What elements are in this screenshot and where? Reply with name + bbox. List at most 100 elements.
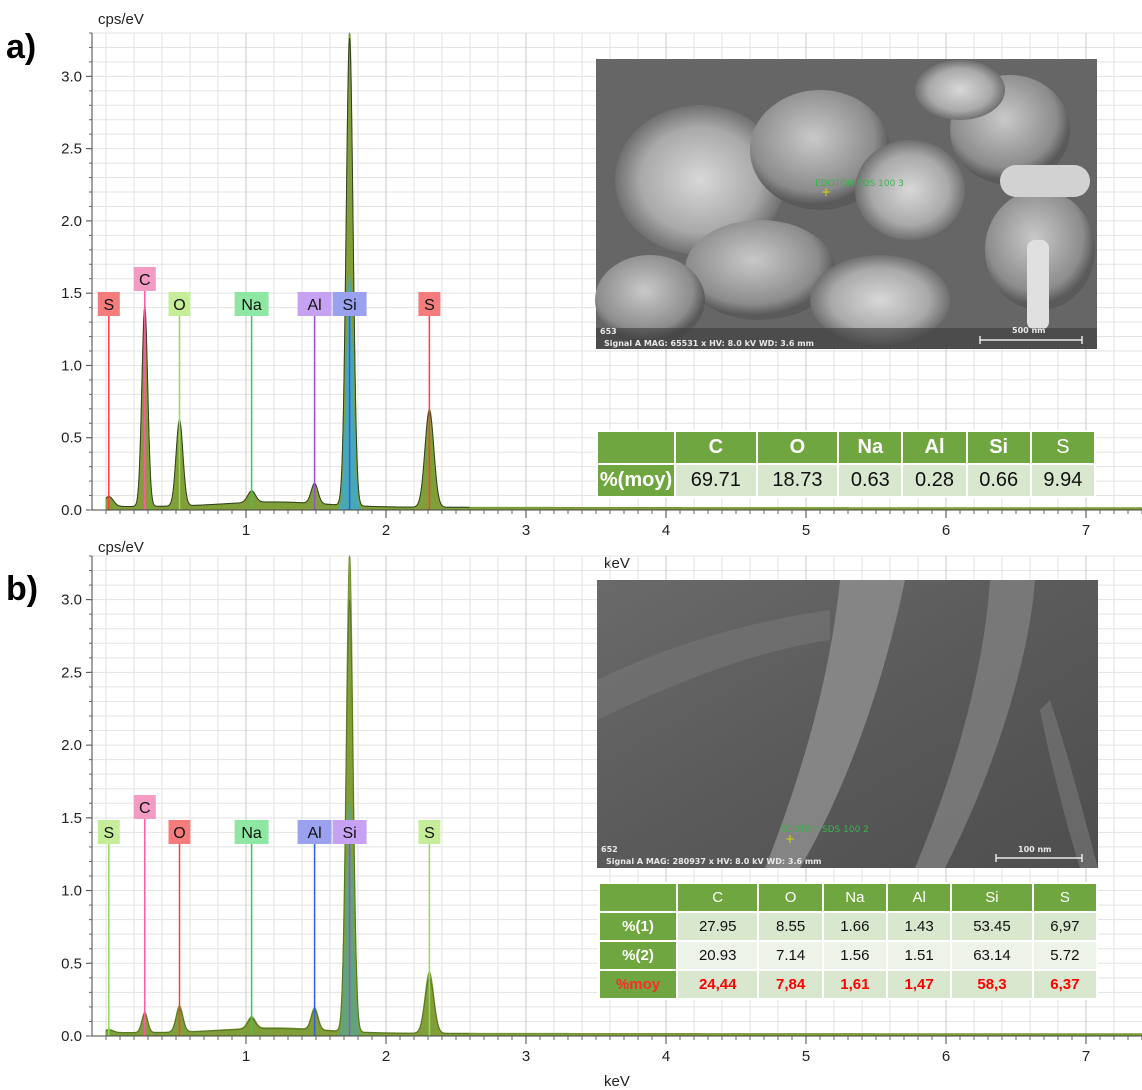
- element-label-o: O: [173, 297, 185, 314]
- y-tick-label: 2.0: [61, 213, 82, 230]
- element-label-box-s: [418, 820, 441, 844]
- table-b-col-al: Al: [885, 882, 953, 913]
- element-label-box-al: [297, 292, 332, 316]
- table-a-col-s: S: [1029, 430, 1097, 465]
- y-tick-label: 2.0: [61, 737, 82, 754]
- table-b-col-s: S: [1031, 882, 1099, 913]
- panel-b-axes: 0.0 0.5 1.0 1.5 2.0 2.5 3.0 1 2 3 4 5 6 7: [61, 555, 1142, 1065]
- table-cell: 69.71: [674, 463, 758, 498]
- table-a-col-al: Al: [901, 430, 968, 465]
- y-tick-label: 3.0: [61, 68, 82, 85]
- table-b-col-na: Na: [821, 882, 888, 913]
- table-cell: 24,44: [675, 969, 760, 1000]
- panel-b-element-labels: S C O Na Al Si S: [97, 795, 441, 844]
- table-cell: 9.94: [1029, 463, 1097, 498]
- spectrum-trace: [105, 599, 470, 1034]
- panel-b-y-axis-label: cps/eV: [98, 539, 144, 556]
- element-label-box-na: [234, 292, 269, 316]
- table-cell: 1,61: [821, 969, 888, 1000]
- sem-b-crosshair: +: [785, 832, 795, 846]
- sem-a-info: Signal A MAG: 65531 x HV: 8.0 kV WD: 3.6…: [604, 339, 814, 348]
- table-a-col-si: Si: [965, 430, 1032, 465]
- table-cell: 0.28: [901, 463, 968, 498]
- table-cell: 1.66: [821, 911, 888, 942]
- table-row: %(2) 20.93 7.14 1.56 1.51 63.14 5.72: [598, 940, 1099, 971]
- sem-b-info: Signal A MAG: 280937 x HV: 8.0 kV WD: 3.…: [606, 857, 822, 866]
- table-cell: 63.14: [950, 940, 1034, 971]
- table-a-corner: [596, 430, 676, 465]
- table-b-col-o: O: [757, 882, 824, 913]
- sem-image-a: 653 Signal A MAG: 65531 x HV: 8.0 kV WD:…: [595, 59, 1097, 349]
- sem-image-b: 652 Signal A MAG: 280937 x HV: 8.0 kV WD…: [597, 580, 1098, 868]
- table-b-col-si: Si: [950, 882, 1034, 913]
- panel-a-element-labels: S C O Na Al Si S: [97, 267, 441, 316]
- sem-b-scale-label: 100 nm: [1018, 845, 1052, 854]
- table-cell: 1.56: [821, 940, 888, 971]
- table-cell: 27.95: [675, 911, 760, 942]
- x-tick-label: 4: [662, 1048, 670, 1065]
- element-label-box-si: [332, 820, 367, 844]
- table-row: %moy 24,44 7,84 1,61 1,47 58,3 6,37: [598, 969, 1099, 1000]
- composition-table-a: C O Na Al Si S %(moy) 69.71 18.73 0.63 0…: [596, 430, 1097, 498]
- table-row: %(1) 27.95 8.55 1.66 1.43 53.45 6,97: [598, 911, 1099, 942]
- element-label-s: S: [103, 825, 114, 842]
- element-label-box-o: [168, 292, 191, 316]
- table-cell: 18.73: [755, 463, 840, 498]
- table-cell: 7,84: [757, 969, 824, 1000]
- table-cell: 1.43: [885, 911, 953, 942]
- panel-a-x-axis-label: keV: [604, 555, 630, 572]
- element-label-c: C: [139, 272, 151, 289]
- x-tick-label: 6: [942, 522, 950, 539]
- table-a-col-na: Na: [837, 430, 904, 465]
- panel-a: a) cps/eV keV SCO Na Al Si S 0.00.51.01.52.0…: [6, 11, 1142, 572]
- element-label-si: Si: [342, 825, 356, 842]
- element-label-c: C: [139, 800, 151, 817]
- y-tick-label: 0.5: [61, 430, 82, 447]
- element-label-al: Al: [307, 825, 321, 842]
- element-label-box-na: [234, 820, 269, 844]
- y-tick-label: 1.5: [61, 810, 82, 827]
- table-a-row-label: %(moy): [596, 463, 676, 498]
- y-tick-label: 2.5: [61, 141, 82, 158]
- sem-a-crosshair: +: [821, 185, 831, 199]
- y-tick-label: 2.5: [61, 664, 82, 681]
- sem-a-scale-label: 500 nm: [1012, 326, 1046, 335]
- sem-b-id: 652: [601, 845, 618, 854]
- table-b-row-label-1: %(1): [598, 911, 678, 942]
- element-label-na: Na: [241, 825, 262, 842]
- table-cell: 58,3: [950, 969, 1034, 1000]
- x-tick-label: 5: [802, 522, 810, 539]
- panel-b: b) cps/eV keV SCO Na Al Si S 0.00.51.01.52.0…: [6, 539, 1142, 1090]
- panel-b-letter: b): [6, 570, 38, 608]
- x-tick-label: 1: [242, 522, 250, 539]
- y-tick-label: 3.0: [61, 592, 82, 609]
- table-b-header-row: C O Na Al Si S: [598, 882, 1099, 913]
- y-tick-label: 1.0: [61, 883, 82, 900]
- table-cell: 6,97: [1031, 911, 1099, 942]
- table-cell: 8.55: [757, 911, 824, 942]
- panel-a-axes: 0.0 0.5 1.0 1.5 2.0 2.5 3.0 1 2 3 4 5 6 7: [61, 32, 1142, 539]
- x-tick-label: 7: [1082, 1048, 1090, 1065]
- x-tick-label: 6: [942, 1048, 950, 1065]
- table-b-corner: [598, 882, 678, 913]
- sem-a-id: 653: [600, 327, 617, 336]
- x-tick-label: 2: [382, 1048, 390, 1065]
- panel-a-letter: a): [6, 28, 36, 66]
- spectrum-area: [105, 554, 1142, 1037]
- table-cell: 7.14: [757, 940, 824, 971]
- y-tick-label: 1.5: [61, 285, 82, 302]
- panel-b-x-axis-label: keV: [604, 1073, 630, 1090]
- y-tick-label: 0.0: [61, 1028, 82, 1045]
- element-label-s: S: [424, 825, 435, 842]
- x-tick-label: 4: [662, 522, 670, 539]
- element-label-box-al: [297, 820, 332, 844]
- element-label-box-s: [97, 820, 120, 844]
- table-cell: 0.66: [965, 463, 1032, 498]
- element-label-box-c: [133, 267, 156, 291]
- x-tick-label: 5: [802, 1048, 810, 1065]
- table-row: %(moy) 69.71 18.73 0.63 0.28 0.66 9.94: [596, 463, 1097, 498]
- table-cell: 1,47: [885, 969, 953, 1000]
- element-label-o: O: [173, 825, 185, 842]
- sem-b-marker-label: EDOTOH SDS 100 2: [780, 825, 869, 835]
